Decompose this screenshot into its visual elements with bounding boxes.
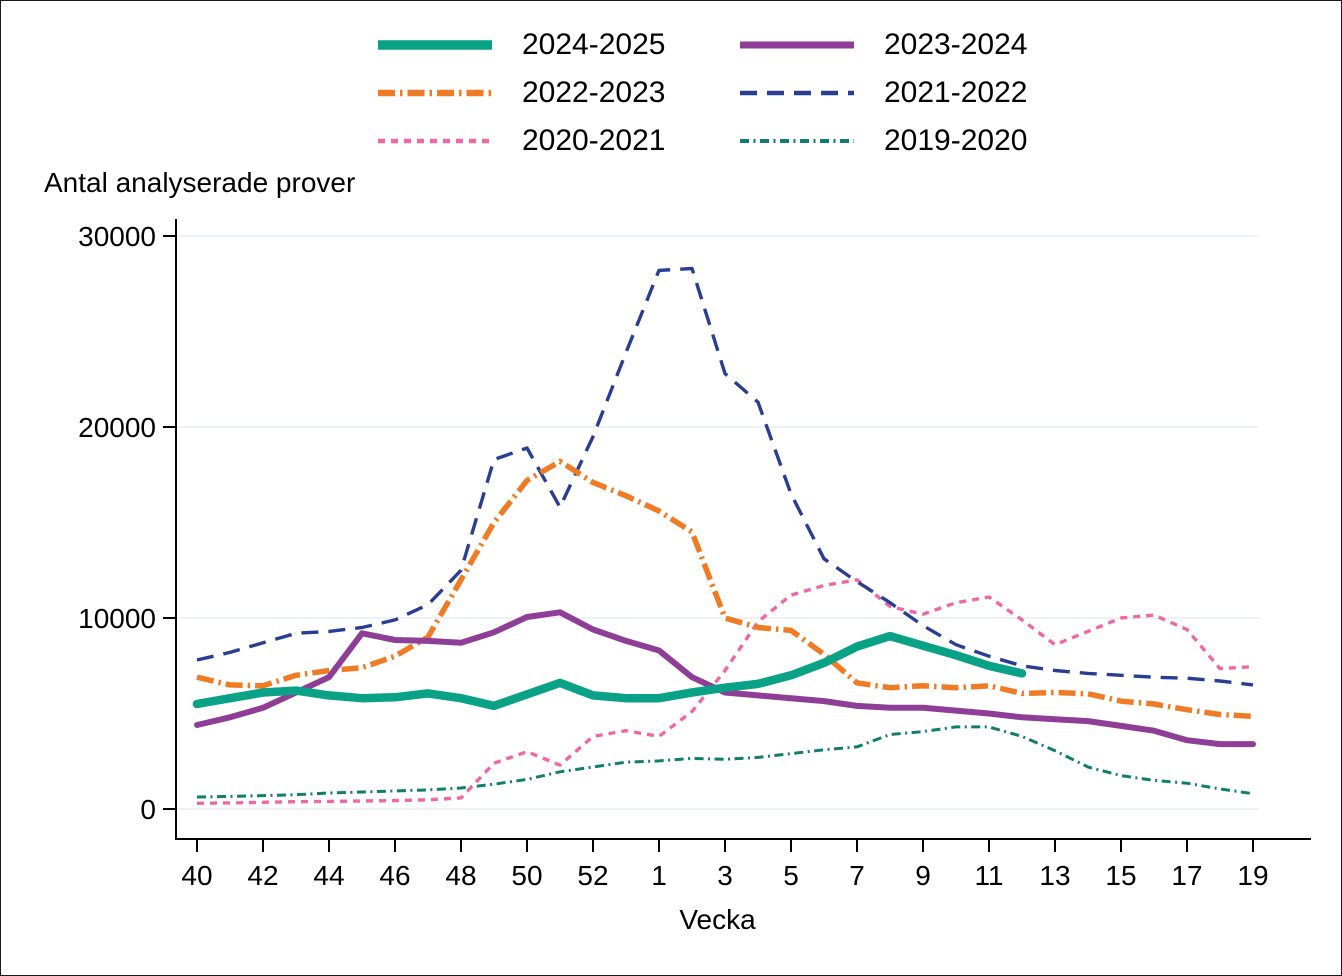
x-tick-label: 9 <box>915 860 931 891</box>
legend-label: 2021-2022 <box>884 76 1028 109</box>
x-axis-title: Vecka <box>679 904 756 935</box>
y-axis-title: Antal analyserade prover <box>44 167 356 198</box>
x-tick-label: 19 <box>1237 860 1268 891</box>
legend-label: 2020-2021 <box>522 124 666 157</box>
series-line-2019-2020 <box>196 725 1254 799</box>
x-tick-label: 17 <box>1171 860 1202 891</box>
series-line-2023-2024 <box>194 609 1256 748</box>
legend-label: 2022-2023 <box>522 76 666 109</box>
legend-item: 2021-2022 <box>738 69 1027 117</box>
legend: 2024-2025 2023-2024 2022-2023 2021-2022 … <box>376 21 1027 165</box>
x-tick-label: 13 <box>1039 860 1070 891</box>
x-tick-label: 44 <box>313 860 344 891</box>
legend-line-sample <box>740 139 854 143</box>
y-tick-label: 30000 <box>78 221 156 252</box>
legend-label: 2024-2025 <box>522 28 666 61</box>
y-tick-label: 10000 <box>78 603 156 634</box>
y-tick-label: 20000 <box>78 412 156 443</box>
x-tick-label: 1 <box>651 860 667 891</box>
x-tick-label: 5 <box>783 860 799 891</box>
x-tick-label: 7 <box>849 860 865 891</box>
legend-line-sample <box>740 41 854 49</box>
x-tick-label: 11 <box>974 860 1003 891</box>
x-tick-label: 40 <box>181 860 212 891</box>
legend-label: 2023-2024 <box>884 28 1028 61</box>
x-tick-label: 46 <box>379 860 410 891</box>
series-line-2022-2023 <box>196 458 1254 720</box>
legend-line-sample <box>378 89 492 97</box>
legend-item: 2024-2025 <box>376 21 738 69</box>
series-line-2020-2021 <box>196 578 1254 805</box>
x-tick-label: 15 <box>1105 860 1136 891</box>
series-line-2024-2025 <box>192 631 1027 711</box>
x-tick-label: 3 <box>717 860 733 891</box>
legend-label: 2019-2020 <box>884 124 1028 157</box>
x-tick-label: 50 <box>511 860 542 891</box>
legend-item: 2019-2020 <box>738 117 1027 165</box>
legend-item: 2022-2023 <box>376 69 738 117</box>
legend-item: 2020-2021 <box>376 117 738 165</box>
legend-line-sample <box>378 138 492 144</box>
x-tick-label: 52 <box>577 860 608 891</box>
x-tick-label: 42 <box>247 860 278 891</box>
series-line-2021-2022 <box>196 266 1254 687</box>
legend-item: 2023-2024 <box>738 21 1027 69</box>
legend-line-sample <box>740 90 854 96</box>
legend-line-sample <box>378 40 492 50</box>
y-tick-label: 0 <box>140 794 156 825</box>
x-tick-label: 48 <box>445 860 476 891</box>
